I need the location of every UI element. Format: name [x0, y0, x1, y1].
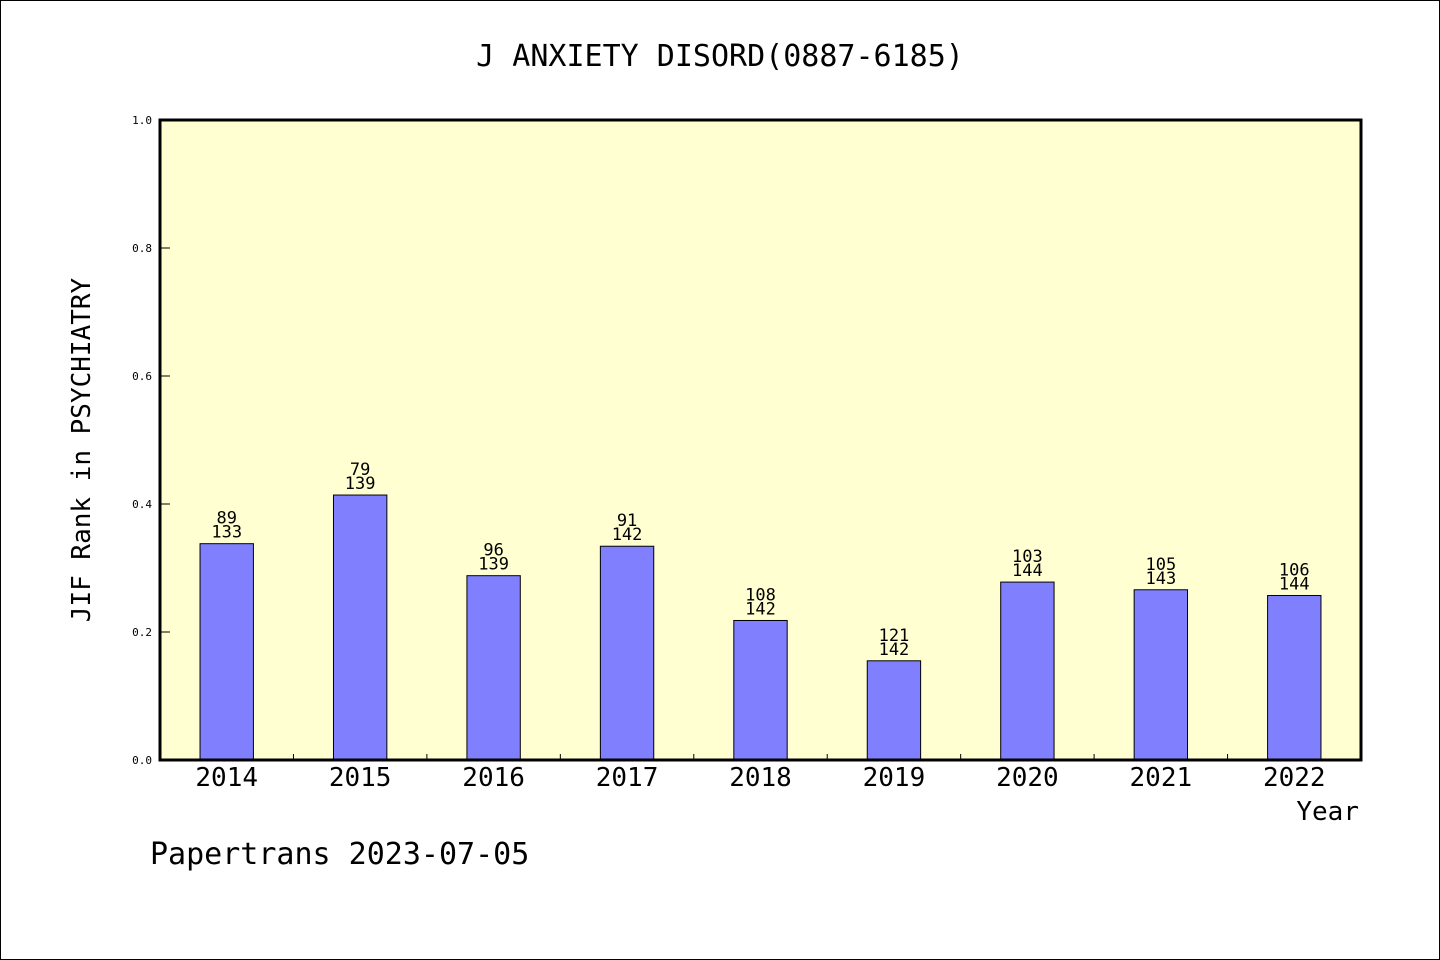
bars — [199, 494, 1322, 761]
x-axis-label: Year — [1296, 797, 1359, 827]
x-tick-label: 2021 — [1130, 763, 1193, 793]
bar-total-label: 139 — [345, 474, 376, 494]
y-tick-label: 1.0 — [132, 114, 152, 127]
bar-rank-label: 105 — [1145, 555, 1176, 575]
x-tick-labels: 2014 2015 2016 2017 2018 2019 2020 2021 2022 — [195, 763, 1325, 793]
x-tick-label: 2014 — [195, 763, 258, 793]
bar — [199, 543, 254, 761]
y-tick-label: 0.6 — [132, 370, 152, 383]
bar-total-label: 142 — [745, 599, 776, 619]
bar — [332, 494, 388, 761]
bar — [1133, 589, 1189, 761]
bar-rank-label: 121 — [879, 626, 910, 646]
x-tick-label: 2017 — [596, 763, 659, 793]
bar-total-label: 142 — [879, 640, 910, 660]
bar-total-label: 143 — [1145, 569, 1176, 589]
bar-rank-label: 89 — [216, 509, 236, 529]
x-tick-label: 2019 — [863, 763, 926, 793]
y-tick-labels: 0.0 0.2 0.4 0.6 0.8 1.0 — [132, 114, 152, 767]
bar — [866, 660, 922, 761]
y-tick-label: 0.2 — [132, 626, 152, 639]
bar-total-label: 142 — [612, 525, 643, 545]
bar-rank-label: 108 — [745, 585, 776, 605]
bar-rank-label: 79 — [350, 460, 370, 480]
bar-rank-label: 106 — [1279, 561, 1310, 581]
plot-border — [158, 118, 1363, 762]
y-axis-label: JIF Rank in PSYCHIATRY — [67, 277, 97, 622]
x-tick-label: 2015 — [329, 763, 392, 793]
bar — [599, 545, 655, 761]
y-tick-label: 0.8 — [132, 242, 152, 255]
x-tick-label: 2022 — [1263, 763, 1326, 793]
bar-total-label: 144 — [1279, 575, 1310, 595]
bar-rank-label: 91 — [617, 511, 637, 531]
bar-total-label: 144 — [1012, 561, 1043, 581]
y-tick-label: 0.0 — [132, 754, 152, 767]
bar — [1267, 595, 1322, 761]
bar-rank-label: 103 — [1012, 547, 1043, 567]
x-tick-label: 2018 — [729, 763, 792, 793]
bar — [466, 575, 521, 761]
x-tick-label: 2016 — [462, 763, 525, 793]
chart-title: J ANXIETY DISORD(0887-6185) — [476, 39, 964, 74]
x-tick-label: 2020 — [996, 763, 1059, 793]
bar — [1000, 581, 1055, 761]
bar — [733, 619, 788, 761]
bar-total-label: 133 — [211, 523, 242, 543]
bar-total-label: 139 — [478, 555, 509, 575]
footer-credit: Papertrans 2023-07-05 — [150, 837, 529, 872]
y-tick-label: 0.4 — [132, 498, 152, 511]
bar-rank-label: 96 — [483, 541, 503, 561]
